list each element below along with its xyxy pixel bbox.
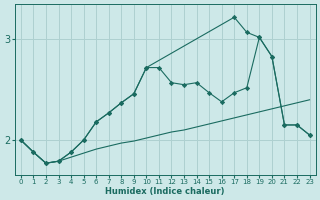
X-axis label: Humidex (Indice chaleur): Humidex (Indice chaleur) — [106, 187, 225, 196]
